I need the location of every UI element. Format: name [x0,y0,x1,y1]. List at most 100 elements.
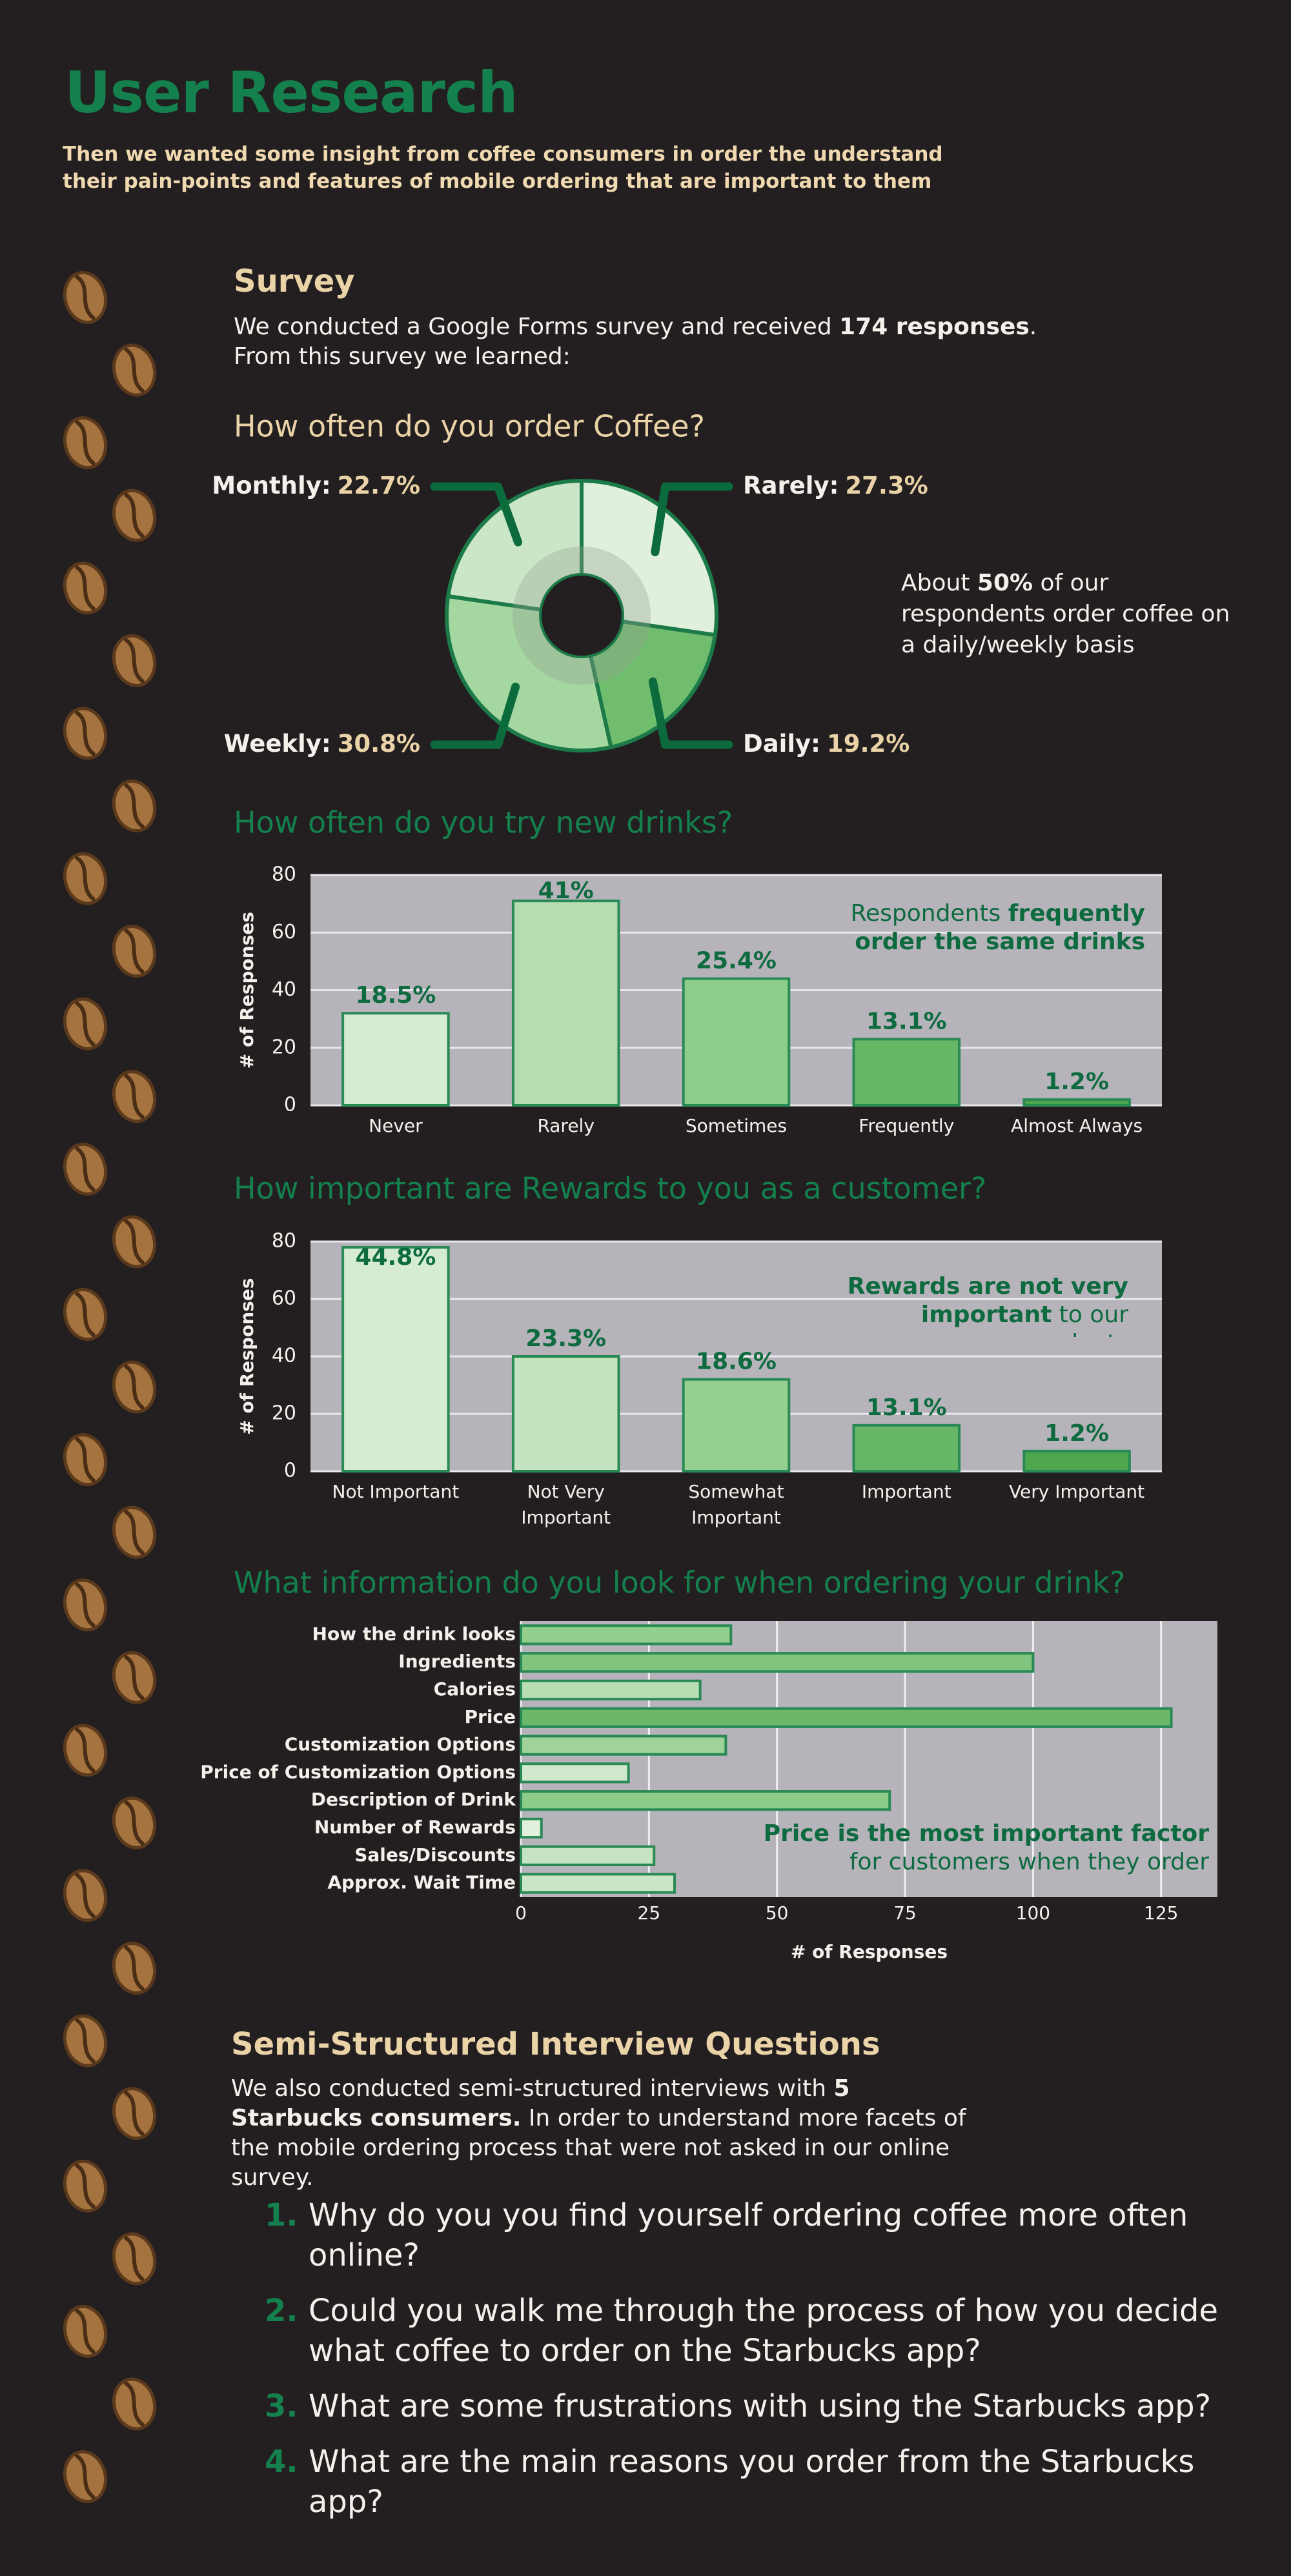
bean-crease [75,275,96,320]
y-axis-label: # of Responses [236,1278,258,1434]
y-tick-label: Customization Options [285,1734,516,1755]
coffee-bean [63,2450,108,2504]
question: 1. Why do you you find yourself ordering … [265,2195,1233,2275]
bean-crease [124,492,145,538]
slice-label: Rarely: 27.3% [743,472,928,499]
y-tick-label: Calories [434,1678,516,1700]
coffee-bean [63,1869,108,1922]
bean-crease [75,1292,96,1337]
leader-line [648,677,733,749]
x-tick-label-box: Important [830,1479,983,1505]
y-tick-label: 0 [284,1094,296,1116]
coffee-bean [112,1796,157,1849]
coffee-bean [112,1070,157,1123]
slice-name: Daily: [743,730,820,758]
coffee-bean [63,1724,108,1777]
bar [511,1355,620,1473]
bold-text: 174 responses [839,314,1030,340]
coffee-bean [63,707,108,760]
bean-crease [75,1873,96,1918]
coffee-bean [112,1360,157,1414]
bar [852,1424,961,1473]
slice-label: Monthly: 22.7% [212,472,420,499]
coffee-bean [63,416,108,470]
x-tick-label: Frequently [859,1115,954,1136]
coffee-bean [112,779,157,832]
chart-title: What information do you look for when or… [234,1565,1125,1600]
coffee-bean [63,2304,108,2358]
x-tick-label-box: Not Important [319,1479,472,1505]
annotation-text: Respondents [850,900,1008,927]
x-axis-label: # of Responses [791,1941,948,1962]
annotation-text: Rewards are not very important [847,1273,1128,1328]
coffee-bean [112,925,157,978]
bar [520,1679,702,1701]
question-number: 2. [265,2293,298,2329]
annotation-text: of our respondents order coffee on a dai… [901,570,1230,658]
coffee-bean [63,2159,108,2213]
value-label: 18.5% [355,982,436,1009]
y-tick-label: Sales/Discounts [354,1844,516,1866]
x-tick-label: Important [830,1479,983,1505]
bean-crease [75,2454,96,2499]
slice-label: Weekly: 30.8% [224,730,420,758]
interview-intro: We also conducted semi-structured interv… [231,2074,973,2193]
value-label: 44.8% [355,1244,436,1271]
x-tick-label-box: Never [319,1113,472,1139]
coffee-bean [112,634,157,687]
value-label: 13.1% [866,1008,947,1034]
bean-crease [124,1509,145,1555]
bean-crease [124,2236,145,2282]
annotation-text: About [901,570,977,596]
bean-crease [124,1800,145,1846]
bar [520,1817,543,1839]
coffee-bean [112,1942,157,1995]
x-tick-label: Not Important [319,1479,472,1505]
coffee-bean [112,488,157,542]
bar [520,1762,630,1784]
coffee-bean [112,1651,157,1704]
y-tick-label: Approx. Wait Time [327,1872,516,1893]
coffee-bean [63,561,108,615]
coffee-bean [63,2014,108,2068]
x-tick-label: Somewhat Important [688,1481,784,1528]
bean-crease [75,710,96,756]
bar [1022,1449,1131,1473]
bar [520,1707,1173,1728]
bean-crease [75,1001,96,1047]
coffee-bean [112,2232,157,2286]
x-tick-label: Not Very Important [521,1481,611,1528]
coffee-bean [63,997,108,1051]
bean-crease [124,783,145,829]
bar [520,1873,676,1894]
slice-value: 27.3% [845,472,928,499]
subtitle-line: their pain-points and features of mobile… [63,170,932,193]
y-tick-label: Description of Drink [311,1789,517,1810]
question-text: Could you walk me through the process of… [309,2293,1219,2369]
bar [682,1378,791,1473]
question-text: What are the main reasons you order from… [309,2444,1195,2520]
donut-hole [539,573,624,658]
x-tick-label: 25 [638,1902,661,1924]
bean-crease [75,1437,96,1482]
subtitle-line: Then we wanted some insight from coffee … [63,143,943,166]
question-text: What are some frustrations with using th… [309,2388,1212,2424]
x-tick-text: Rarely [537,1115,595,1136]
bean-crease [124,1946,145,1991]
x-tick-label: 75 [893,1902,917,1924]
coffee-bean [63,1287,108,1341]
y-tick-label: Price [464,1706,516,1727]
bar [341,1245,450,1473]
y-tick-label: 60 [272,921,296,943]
slice-value: 30.8% [338,730,420,758]
x-tick-label: 50 [766,1902,789,1924]
x-tick-text: Not Very Important [521,1481,611,1528]
slice-name: Rarely: [743,472,839,499]
bean-crease [124,1074,145,1120]
bean-crease [124,2091,145,2136]
x-tick-label: 125 [1144,1902,1178,1924]
annotation: Respondents frequently order the same dr… [850,900,1145,955]
bar [520,1624,733,1645]
